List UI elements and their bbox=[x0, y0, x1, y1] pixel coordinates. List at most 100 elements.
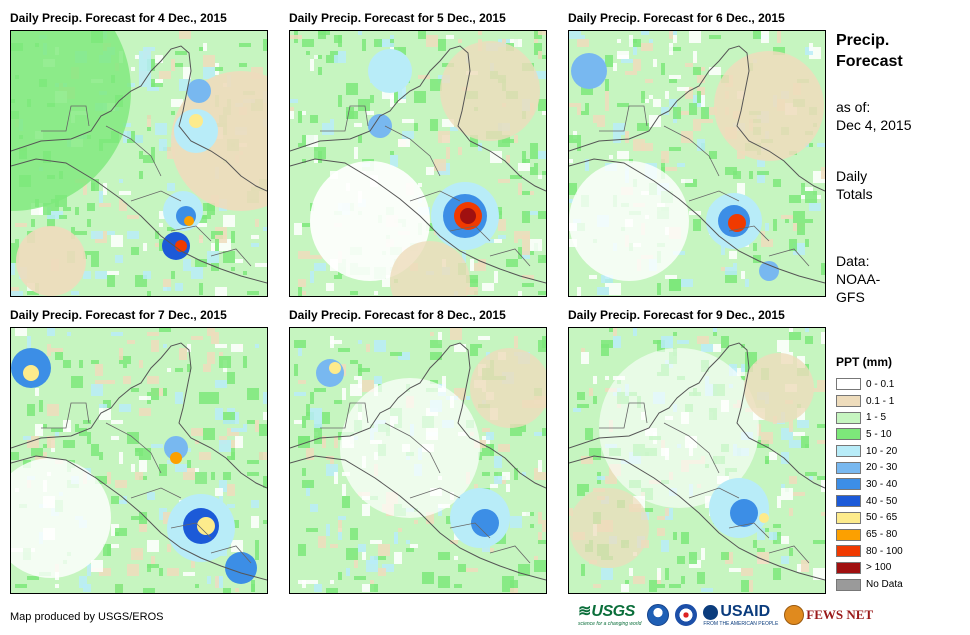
precip-cell bbox=[649, 580, 657, 592]
precip-cell bbox=[534, 560, 546, 572]
precip-cell bbox=[255, 552, 259, 560]
precip-cell bbox=[498, 235, 506, 239]
precip-cell bbox=[27, 404, 35, 416]
precip-cell bbox=[462, 251, 466, 263]
precip-cell bbox=[494, 271, 498, 283]
precip-cell bbox=[689, 103, 697, 115]
precip-cell bbox=[99, 404, 111, 408]
coastline bbox=[11, 342, 267, 489]
precip-cell bbox=[569, 183, 577, 195]
precip-cell bbox=[673, 35, 677, 43]
precip-cell bbox=[294, 223, 302, 235]
precip-cell bbox=[518, 183, 522, 195]
precip-cell bbox=[187, 344, 191, 352]
precip-cell bbox=[334, 472, 338, 484]
precip-cell bbox=[338, 516, 346, 520]
precip-cell bbox=[239, 63, 247, 67]
precip-cell bbox=[215, 344, 227, 348]
precip-cell bbox=[526, 211, 538, 215]
precip-cell bbox=[426, 35, 438, 47]
precip-cell bbox=[83, 183, 87, 195]
precip-cell bbox=[215, 235, 227, 243]
precip-cell bbox=[390, 39, 394, 43]
precip-cell bbox=[737, 183, 745, 195]
coastline bbox=[569, 45, 825, 192]
precip-cell bbox=[326, 283, 334, 291]
precip-cell bbox=[306, 580, 318, 584]
precip-area bbox=[316, 359, 344, 387]
precip-cell bbox=[298, 279, 306, 287]
precip-cell bbox=[665, 167, 677, 171]
precip-cell bbox=[119, 199, 123, 211]
precip-cell bbox=[219, 356, 231, 368]
precip-cell bbox=[577, 143, 581, 151]
precip-cell bbox=[749, 171, 753, 179]
precip-cell bbox=[338, 532, 342, 540]
precip-cell bbox=[805, 219, 813, 223]
precip-area bbox=[730, 499, 758, 527]
precip-cell bbox=[474, 440, 486, 448]
usgs-tagline: science for a changing world bbox=[578, 621, 642, 627]
precip-cell bbox=[797, 223, 805, 235]
country-border bbox=[728, 225, 770, 242]
precip-cell bbox=[438, 552, 450, 560]
precip-cell bbox=[438, 131, 450, 143]
precip-cell bbox=[318, 67, 322, 75]
precip-cell bbox=[207, 251, 219, 263]
precip-cell bbox=[777, 31, 781, 43]
precip-cell bbox=[466, 287, 478, 295]
country-border bbox=[41, 402, 90, 429]
precip-cell bbox=[111, 436, 119, 440]
precip-cell bbox=[785, 219, 789, 223]
precip-cell bbox=[414, 91, 426, 103]
precip-cell bbox=[139, 51, 151, 63]
precip-cell bbox=[577, 107, 581, 115]
precip-cell bbox=[91, 255, 99, 267]
precip-cell bbox=[310, 408, 322, 420]
legend-label: 40 - 50 bbox=[866, 495, 898, 507]
precip-cell bbox=[601, 568, 613, 580]
precip-cell bbox=[15, 328, 27, 336]
precip-cell bbox=[243, 356, 247, 368]
precip-cell bbox=[781, 484, 785, 488]
precip-cell bbox=[255, 219, 259, 227]
precip-cell bbox=[641, 143, 653, 151]
country-border bbox=[663, 422, 720, 474]
precip-cell bbox=[577, 492, 585, 496]
precip-cell bbox=[362, 380, 374, 392]
precip-cell bbox=[251, 235, 259, 239]
precip-cell bbox=[111, 420, 123, 424]
precip-cell bbox=[378, 544, 390, 556]
precip-cell bbox=[187, 364, 191, 372]
precip-cell bbox=[394, 532, 398, 544]
precip-cell bbox=[665, 91, 669, 99]
precip-cell bbox=[649, 39, 653, 43]
precip-cell bbox=[63, 207, 71, 211]
precip-cell bbox=[175, 392, 183, 404]
precip-cell bbox=[83, 271, 91, 279]
precip-cell bbox=[438, 39, 446, 51]
precip-cell bbox=[247, 460, 259, 464]
precip-cell bbox=[390, 155, 398, 167]
precip-cell bbox=[83, 584, 91, 592]
precip-cell bbox=[223, 215, 235, 227]
precip-cell bbox=[418, 31, 426, 39]
precip-cell bbox=[741, 271, 745, 279]
precip-cell bbox=[709, 151, 717, 159]
precip-cell bbox=[227, 484, 235, 496]
precip-cell bbox=[310, 59, 314, 71]
precip-area bbox=[11, 31, 131, 211]
precip-cell bbox=[653, 59, 657, 67]
usaid-logo: USAID FROM THE AMERICAN PEOPLE bbox=[703, 603, 778, 627]
precip-cell bbox=[633, 328, 637, 336]
precip-cell bbox=[135, 472, 143, 480]
panel-title-3: Daily Precip. Forecast for 6 Dec., 2015 bbox=[568, 11, 785, 25]
precip-cell bbox=[585, 428, 593, 440]
precip-cell bbox=[139, 75, 151, 87]
country-border bbox=[409, 190, 461, 202]
precip-cell bbox=[187, 460, 191, 468]
precip-cell bbox=[390, 95, 394, 107]
legend-swatch bbox=[836, 495, 861, 508]
precip-cell bbox=[538, 31, 546, 35]
legend-label: 80 - 100 bbox=[866, 545, 903, 557]
